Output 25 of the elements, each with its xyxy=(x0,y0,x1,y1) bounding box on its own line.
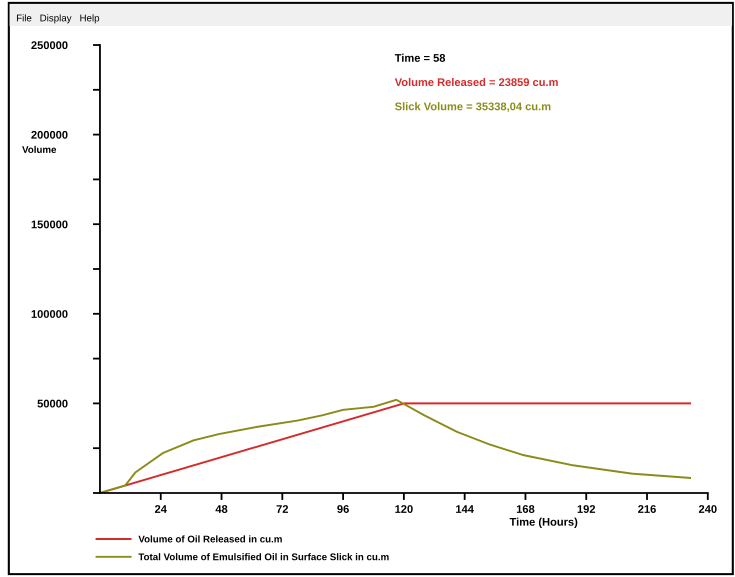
legend-label: Total Volume of Emulsified Oil in Surface Slick in cu.m xyxy=(138,553,389,560)
x-tick-label: 216 xyxy=(638,505,656,513)
x-tick-label: 96 xyxy=(337,505,349,513)
x-tick-label: 120 xyxy=(395,505,413,513)
x-tick-label: 144 xyxy=(456,505,474,513)
annotation: Time = 58 xyxy=(394,54,446,62)
text: Help xyxy=(80,14,100,24)
x-tick-label: 72 xyxy=(276,505,288,513)
annotation: Volume Released = 23859 cu.m xyxy=(394,78,558,86)
annotation: Slick Volume = 35338,04 cu.m xyxy=(395,102,550,112)
y-axis-title: Volume xyxy=(22,146,56,153)
legend-label: Volume of Oil Released in cu.m xyxy=(138,535,282,542)
x-tick-label: 192 xyxy=(578,505,596,513)
y-tick-label: 150000 xyxy=(32,220,68,228)
text: File xyxy=(16,14,32,22)
y-tick-label: 50000 xyxy=(37,400,68,408)
x-tick-label: 24 xyxy=(154,505,167,513)
y-tick-label: 200000 xyxy=(31,130,68,139)
y-tick-label: 250000 xyxy=(31,41,68,50)
x-tick-label: 168 xyxy=(516,505,534,513)
x-axis-title: Time (Hours) xyxy=(510,518,578,528)
x-tick-label: 240 xyxy=(698,505,717,513)
text: Display xyxy=(40,14,72,24)
x-tick-label: 48 xyxy=(216,505,228,513)
y-tick-label: 100000 xyxy=(32,310,68,318)
